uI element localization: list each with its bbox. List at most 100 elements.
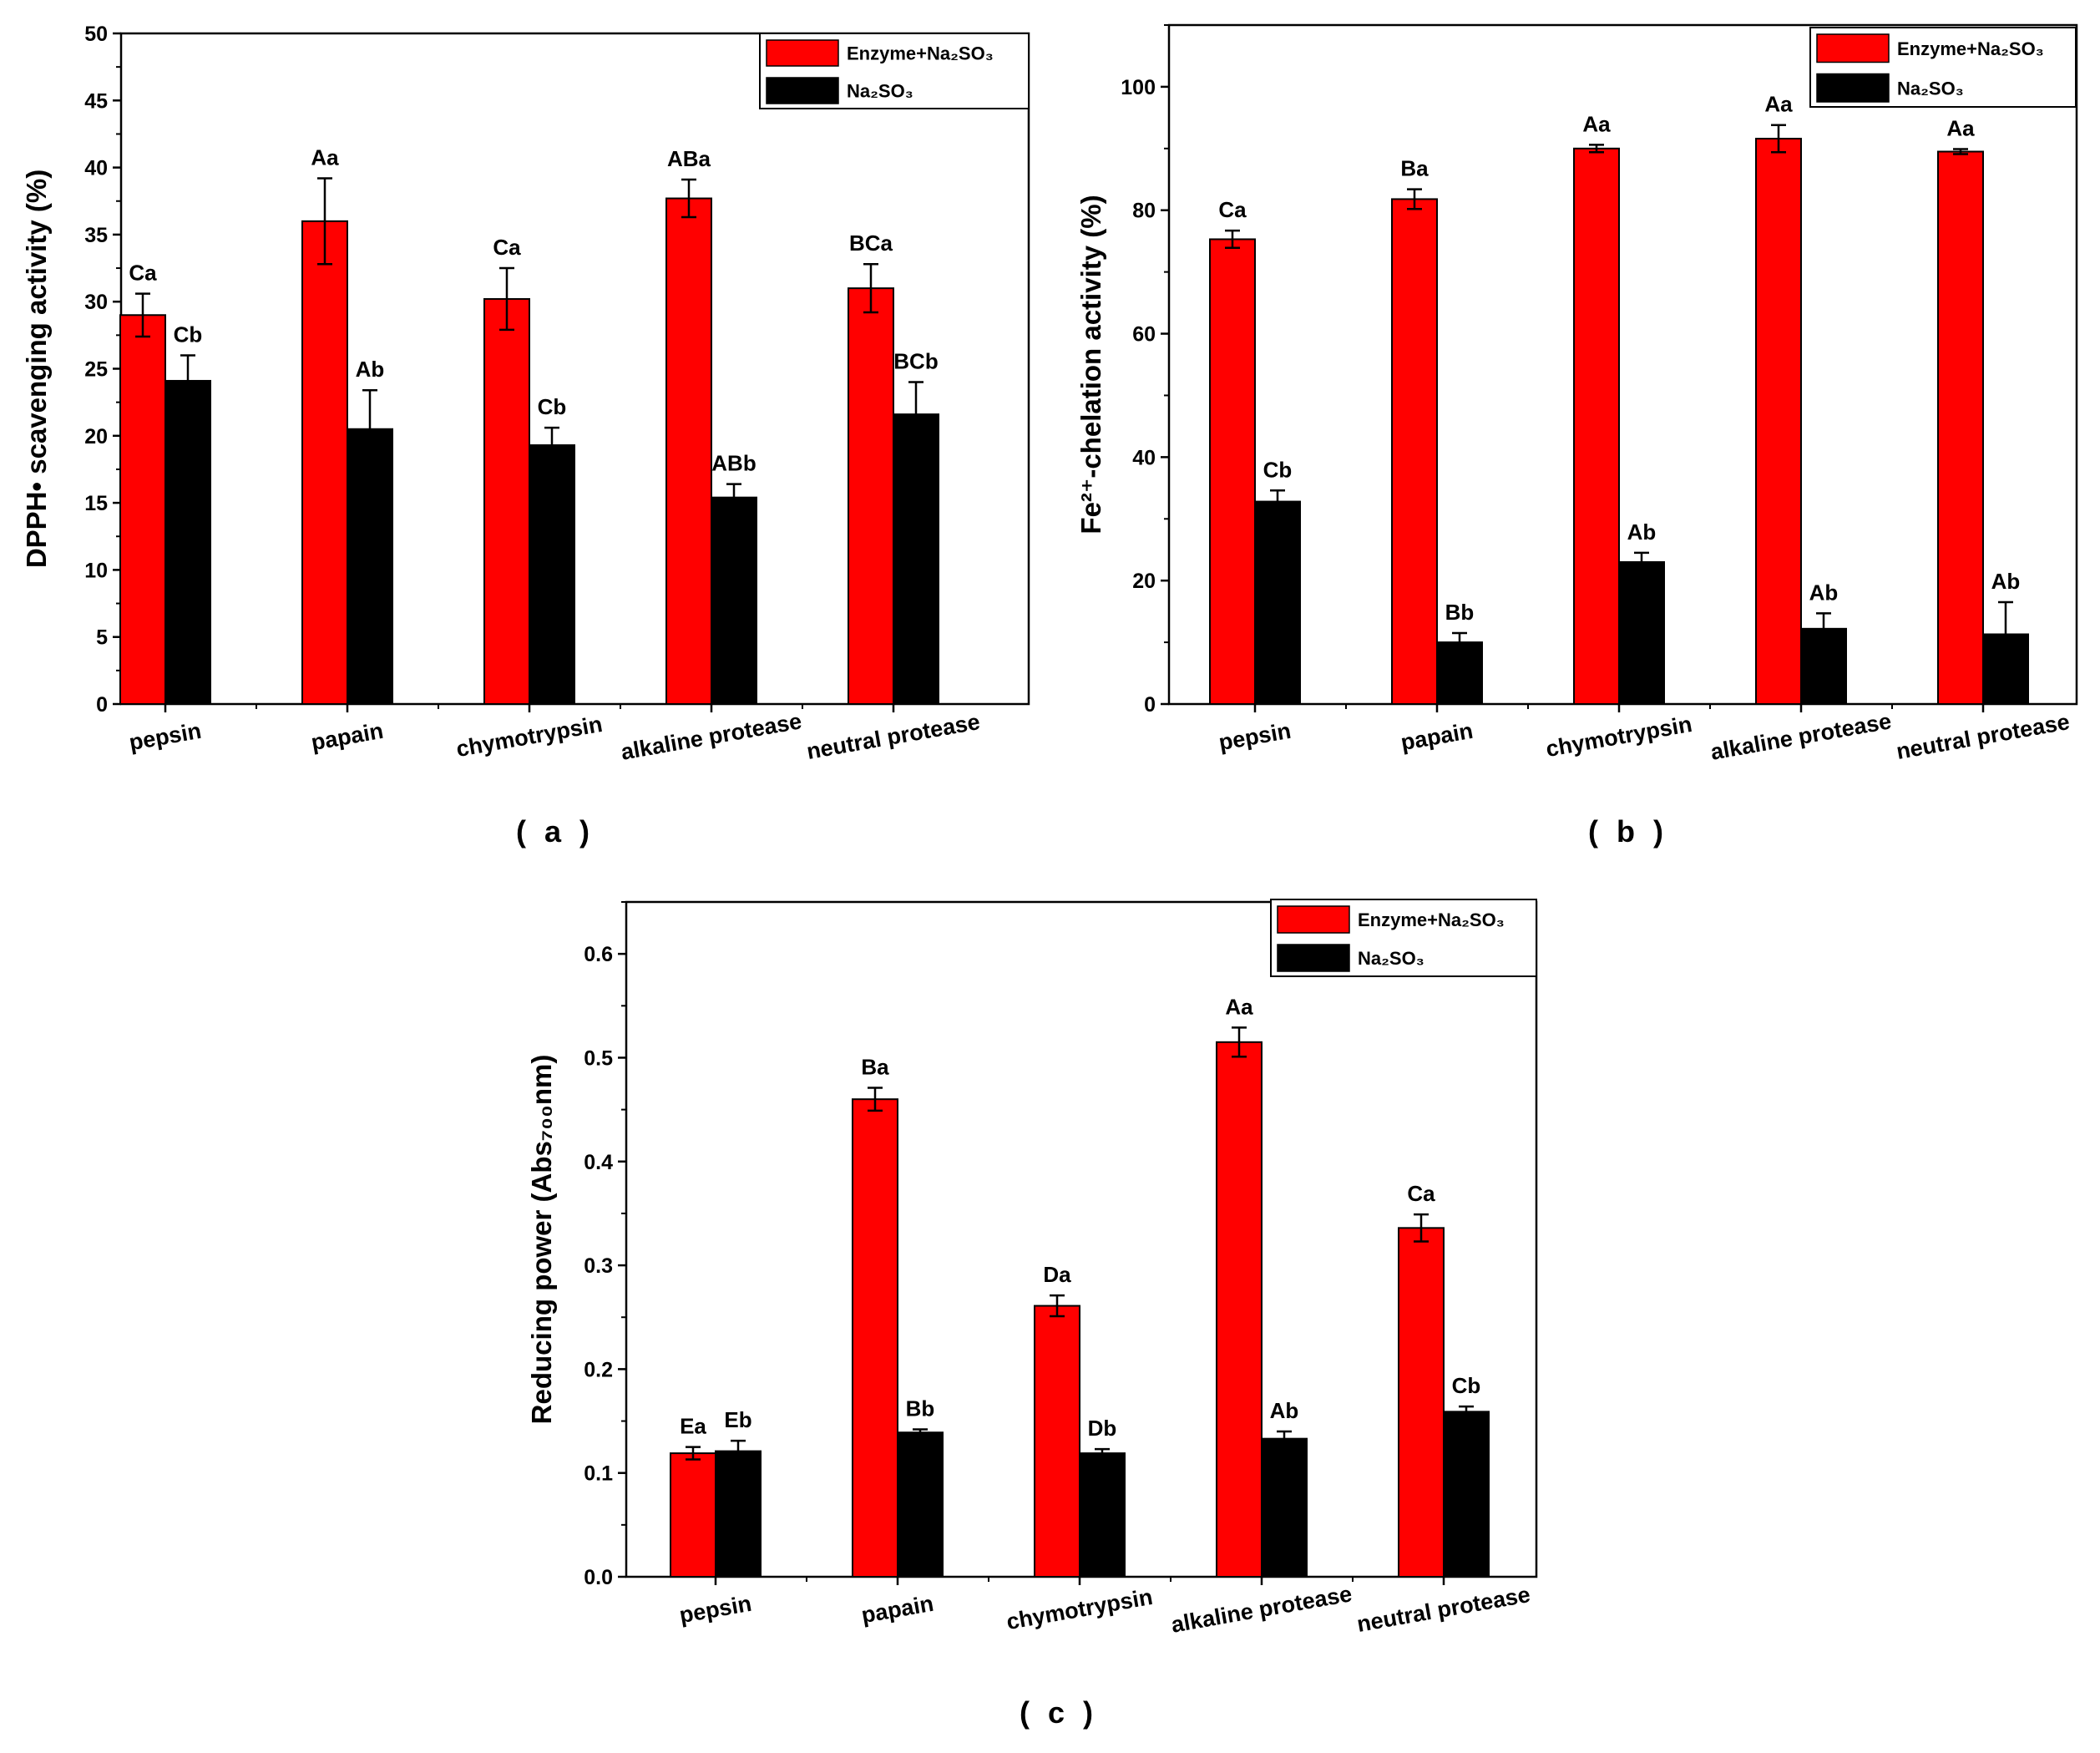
x-tick-label: papain [1399,718,1475,756]
y-tick-label: 0.0 [584,1566,613,1589]
y-tick-label: 40 [1132,446,1156,469]
bar-enzyme [1937,150,1984,706]
significance-label: Ab [1270,1398,1299,1423]
x-tick-label: chymotrypsin [1544,712,1694,762]
legend-swatch-enzyme [1277,905,1350,934]
significance-label: Cb [1263,457,1293,482]
significance-label: Ab [1627,519,1657,545]
significance-label: BCa [849,231,893,256]
y-tick-label: 20 [1132,570,1156,593]
y-tick-label: 0.2 [584,1358,613,1381]
significance-label: Ca [493,235,521,260]
significance-label: Aa [1764,92,1793,117]
bar-sulfite [164,379,211,705]
x-tick-label: alkaline protease [619,708,803,765]
y-axis-label: Reducing power (Abs₇₀₀nm) [526,1055,557,1425]
y-tick-label: 0 [96,693,108,717]
y-tick-label: 25 [84,358,108,382]
y-tick-label: 50 [84,23,108,46]
significance-label: Aa [1582,111,1611,136]
x-tick-label: neutral protease [805,709,982,764]
bar-sulfite [711,496,757,706]
significance-label: Aa [1225,994,1253,1019]
y-axis-label: DPPH• scavenging activity (%) [21,170,52,568]
bar-enzyme [670,1452,716,1578]
chart-panel-a: 0 5 10 15 20 25 30 35 40 45 50 DPPH• scavenging act… [21,23,1030,849]
bar-enzyme [1398,1227,1445,1578]
y-tick-label: 40 [84,157,108,180]
significance-label: Ab [1991,569,2021,594]
bar-enzyme [483,297,530,705]
legend-label: Na₂SO₃ [1358,948,1424,969]
significance-label: Ca [1218,197,1247,222]
legend-label: Enzyme+Na₂SO₃ [847,43,994,64]
significance-label: Aa [311,144,339,170]
bar-sulfite [1079,1452,1126,1578]
bar-enzyme [1391,198,1438,705]
significance-label: Cb [174,322,203,347]
y-tick-label: 0.3 [584,1254,613,1278]
y-tick-label: 100 [1121,76,1156,99]
legend-swatch-sulfite [766,77,839,104]
significance-label: Ca [1407,1181,1435,1206]
y-tick-label: 60 [1132,323,1156,347]
significance-label: Cb [1452,1373,1481,1398]
y-tick-label: 0 [1144,693,1156,717]
x-tick-label: papain [309,718,385,756]
y-tick-label: 0.1 [584,1462,613,1486]
significance-label: Da [1043,1262,1071,1287]
bar-enzyme [852,1098,898,1578]
legend-swatch-enzyme [1816,33,1890,63]
y-tick-label: 30 [84,291,108,314]
y-tick-label: 0.5 [584,1046,613,1070]
x-tick-label: chymotrypsin [1004,1584,1155,1634]
legend-label: Na₂SO₃ [847,81,913,102]
y-tick-label: 20 [84,425,108,448]
bar-enzyme [848,287,894,705]
significance-label: Bb [1445,600,1475,625]
x-tick-label: pepsin [127,718,203,756]
significance-label: Ba [861,1055,889,1080]
x-tick-label: papain [859,1591,935,1629]
legend-label: Enzyme+Na₂SO₃ [1897,38,2044,59]
bar-sulfite [715,1450,762,1578]
legend-label: Na₂SO₃ [1897,78,1964,99]
significance-label: Aa [1946,116,1975,141]
x-tick-label: chymotrypsin [454,712,605,762]
y-tick-label: 5 [96,626,108,650]
significance-label: Bb [906,1396,935,1421]
x-tick-label: neutral protease [1895,709,2072,764]
bar-enzyme [1755,137,1802,705]
x-tick-label: pepsin [1217,718,1293,756]
legend-swatch-sulfite [1816,73,1890,103]
bar-sulfite [1254,500,1301,705]
x-tick-label: pepsin [677,1591,753,1629]
y-tick-label: 15 [84,492,108,515]
chart-panel-c: 0.0 0.1 0.2 0.3 0.4 0.5 0.6 Reducing power (Abs… [526,899,1538,1730]
panel-label: ( c ) [1020,1695,1098,1730]
significance-label: BCb [893,349,938,374]
bar-sulfite [529,444,575,705]
bar-enzyme [1216,1041,1263,1578]
bar-enzyme [665,197,712,705]
bar-sulfite [897,1431,944,1578]
y-tick-label: 10 [84,559,108,582]
y-tick-label: 45 [84,89,108,113]
bar-enzyme [1209,238,1256,705]
legend-swatch-sulfite [1277,944,1350,972]
significance-label: ABa [667,146,711,171]
significance-label: Ea [680,1414,706,1439]
y-tick-label: 80 [1132,200,1156,223]
chart-panel-b: 0 20 40 60 80 100 Fe²⁺-chelation activity (%) p… [1075,23,2078,849]
legend-label: Enzyme+Na₂SO₃ [1358,909,1505,930]
significance-label: ABb [711,451,756,476]
y-axis-label: Fe²⁺-chelation activity (%) [1075,195,1106,534]
significance-label: Cb [538,394,567,419]
significance-label: Eb [724,1407,751,1432]
bar-enzyme [1034,1305,1080,1578]
significance-label: Ab [356,357,385,382]
legend-swatch-enzyme [766,39,839,67]
bar-sulfite [347,428,393,706]
bar-enzyme [1573,147,1620,705]
significance-label: Ab [1809,580,1839,605]
